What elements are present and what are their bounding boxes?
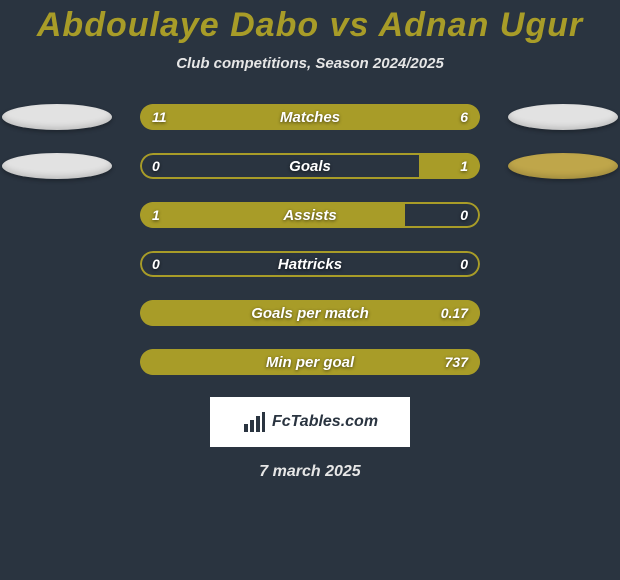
stat-value-left: 1	[152, 202, 160, 228]
subtitle: Club competitions, Season 2024/2025	[176, 55, 444, 72]
stat-bar-left-fill	[140, 202, 405, 228]
stat-value-right: 0.17	[441, 300, 468, 326]
stat-row: Goals01	[0, 153, 620, 179]
brand-badge: FcTables.com	[210, 397, 410, 447]
stat-row: Assists10	[0, 202, 620, 228]
stat-row: Matches116	[0, 104, 620, 130]
club-ellipse-right	[508, 104, 618, 130]
stat-value-right: 0	[460, 251, 468, 277]
stat-value-right: 737	[445, 349, 468, 375]
stat-row: Goals per match0.17	[0, 300, 620, 326]
stat-bar-right-fill	[419, 153, 480, 179]
club-ellipse-left	[2, 104, 112, 130]
stat-value-right: 1	[460, 153, 468, 179]
date-text: 7 march 2025	[259, 463, 360, 481]
stat-bar: Hattricks0 0	[140, 251, 480, 277]
stat-bar: Assists10	[140, 202, 480, 228]
stat-bar-left-fill	[140, 300, 480, 326]
stat-bar-left-fill	[140, 349, 480, 375]
club-ellipse-left	[2, 153, 112, 179]
page-title: Abdoulaye Dabo vs Adnan Ugur	[37, 6, 583, 45]
stat-value-right: 0	[460, 202, 468, 228]
stat-value-left: 0	[152, 153, 160, 179]
stat-bar-left-fill	[140, 104, 360, 130]
stat-bar: Min per goal737	[140, 349, 480, 375]
stat-value-left: 0	[152, 251, 160, 277]
stat-bar-border	[140, 251, 480, 277]
stat-bar: Goals per match0.17	[140, 300, 480, 326]
stat-bar: Goals01	[140, 153, 480, 179]
brand-badge-text: FcTables.com	[272, 413, 378, 431]
club-ellipse-right	[508, 153, 618, 179]
stat-value-left: 11	[152, 104, 167, 130]
stat-value-right: 6	[460, 104, 468, 130]
comparison-infographic: Abdoulaye Dabo vs Adnan Ugur Club compet…	[0, 0, 620, 580]
stat-row: Min per goal737	[0, 349, 620, 375]
bar-chart-icon	[242, 410, 266, 434]
stat-rows: Matches116Goals01Assists10Hattricks00Goa…	[0, 104, 620, 375]
stat-bar: Matches116	[140, 104, 480, 130]
stat-row: Hattricks0 0	[0, 251, 620, 277]
stat-label: Hattricks	[140, 251, 480, 277]
